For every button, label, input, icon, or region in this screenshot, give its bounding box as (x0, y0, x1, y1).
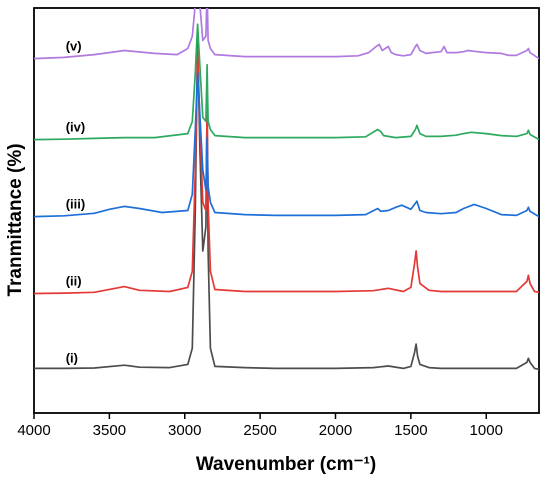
series-label-4: (iv) (66, 120, 86, 135)
series-labels: (i) (ii) (iii) (iv) (v) (66, 39, 86, 366)
series-label-3: (iii) (66, 197, 86, 212)
x-tick-label: 2000 (319, 422, 352, 439)
x-tick-label: 1500 (394, 422, 427, 439)
series-line-5 (34, 8, 539, 60)
series-layer (34, 8, 539, 371)
x-tick-label: 3500 (93, 422, 126, 439)
plot-frame (33, 7, 540, 414)
x-tick-label: 3000 (168, 422, 201, 439)
x-tick-label: 2500 (243, 422, 276, 439)
y-axis-title: Tranmittance (%) (5, 143, 26, 296)
series-line-4 (34, 23, 539, 141)
series-label-5: (v) (66, 39, 82, 54)
x-axis-ticks: 4000 3500 3000 2500 2000 1500 1000 (17, 413, 503, 439)
series-line-2 (34, 47, 539, 295)
series-line-1 (34, 39, 539, 371)
x-axis-title: Wavenumber (cm⁻¹) (196, 454, 376, 475)
series-line-3 (34, 71, 539, 218)
x-tick-label: 4000 (17, 422, 50, 439)
series-label-1: (i) (66, 350, 78, 365)
x-tick-label: 1000 (470, 422, 503, 439)
series-label-2: (ii) (66, 274, 82, 289)
